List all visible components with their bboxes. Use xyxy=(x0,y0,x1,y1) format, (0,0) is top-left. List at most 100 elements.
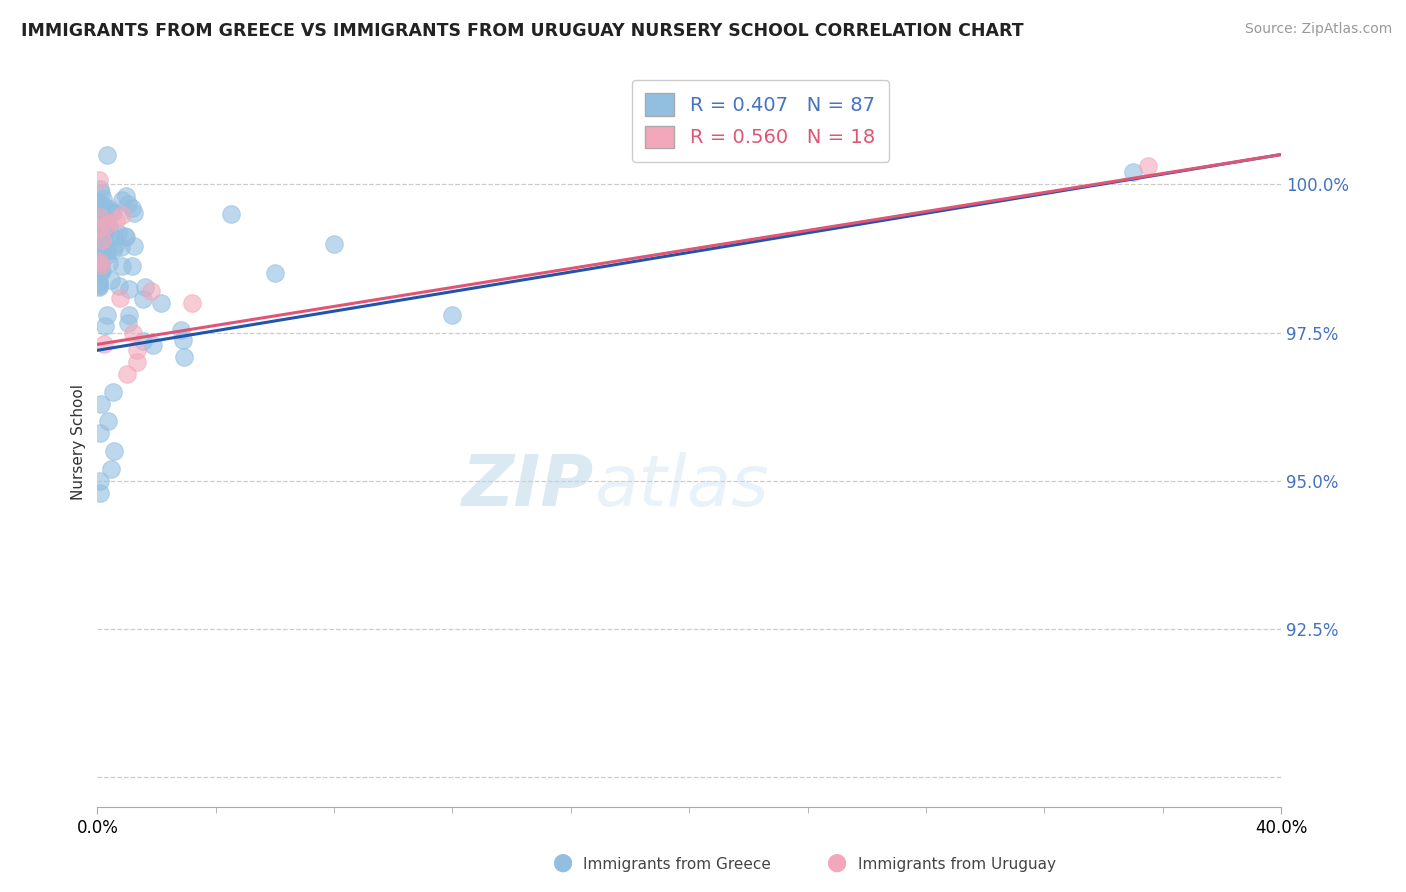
Point xyxy=(89,222,111,236)
Point xyxy=(121,201,143,215)
Point xyxy=(97,415,120,429)
Point xyxy=(91,192,114,206)
Point xyxy=(89,209,111,223)
Point xyxy=(87,260,110,275)
Point xyxy=(122,206,145,220)
Point xyxy=(89,485,111,500)
Point xyxy=(94,219,117,234)
Point xyxy=(89,194,111,209)
Point xyxy=(107,226,129,240)
Point xyxy=(100,205,122,219)
Text: IMMIGRANTS FROM GREECE VS IMMIGRANTS FROM URUGUAY NURSERY SCHOOL CORRELATION CHA: IMMIGRANTS FROM GREECE VS IMMIGRANTS FRO… xyxy=(21,22,1024,40)
Point xyxy=(87,214,110,228)
Point xyxy=(93,206,115,220)
Point xyxy=(98,202,121,216)
Point xyxy=(87,202,110,216)
Point xyxy=(89,233,111,247)
Point xyxy=(89,210,111,224)
Point xyxy=(87,173,110,187)
Text: Immigrants from Uruguay: Immigrants from Uruguay xyxy=(858,857,1056,872)
Point xyxy=(139,284,162,298)
Point xyxy=(93,229,115,244)
Point xyxy=(110,291,132,305)
Point xyxy=(87,221,110,235)
Point xyxy=(115,189,138,203)
Point xyxy=(127,343,149,358)
Point xyxy=(90,186,112,200)
Point xyxy=(115,230,138,244)
Point xyxy=(132,334,155,348)
Point xyxy=(93,337,115,351)
Point xyxy=(264,266,287,280)
Point xyxy=(96,211,118,226)
Point xyxy=(101,243,124,257)
Legend: R = 0.407   N = 87, R = 0.560   N = 18: R = 0.407 N = 87, R = 0.560 N = 18 xyxy=(631,80,889,161)
Point xyxy=(93,244,115,259)
Point xyxy=(91,233,114,247)
Point xyxy=(125,355,148,369)
Point xyxy=(101,384,124,399)
Point xyxy=(108,279,131,293)
Point xyxy=(121,260,143,274)
Point xyxy=(94,225,117,239)
Point xyxy=(90,264,112,278)
Point xyxy=(441,308,464,322)
Point xyxy=(91,263,114,277)
Point xyxy=(96,308,118,322)
Point xyxy=(219,207,242,221)
Point xyxy=(149,296,172,310)
Point xyxy=(173,351,195,365)
Point xyxy=(90,258,112,272)
Point xyxy=(96,244,118,258)
Point xyxy=(132,292,155,306)
Point xyxy=(103,444,125,458)
Text: Immigrants from Greece: Immigrants from Greece xyxy=(583,857,772,872)
Point xyxy=(103,204,125,219)
Point xyxy=(93,319,115,334)
Point xyxy=(90,260,112,274)
Point xyxy=(94,244,117,258)
Point xyxy=(323,236,346,251)
Point xyxy=(104,213,127,227)
Point xyxy=(111,208,134,222)
Point xyxy=(87,275,110,289)
Point xyxy=(104,237,127,252)
Point xyxy=(134,279,156,293)
Point xyxy=(117,196,139,211)
Point xyxy=(96,203,118,218)
Point xyxy=(87,268,110,282)
Point xyxy=(103,230,125,244)
Point xyxy=(87,279,110,293)
Point xyxy=(89,280,111,294)
Point xyxy=(1122,165,1144,179)
Point xyxy=(118,308,141,322)
Point xyxy=(181,296,204,310)
Point xyxy=(90,233,112,247)
Point xyxy=(87,254,110,268)
Point xyxy=(172,333,194,347)
Point xyxy=(90,248,112,262)
Point xyxy=(170,323,193,337)
Point xyxy=(115,367,138,381)
Point xyxy=(117,282,139,296)
Point xyxy=(114,229,136,244)
Point xyxy=(97,220,120,235)
Point xyxy=(89,182,111,196)
Text: Source: ZipAtlas.com: Source: ZipAtlas.com xyxy=(1244,22,1392,37)
Point xyxy=(96,147,118,161)
Point xyxy=(121,326,143,340)
Point xyxy=(100,273,122,287)
Point xyxy=(89,474,111,488)
Point xyxy=(93,199,115,213)
Point xyxy=(87,221,110,235)
Point xyxy=(94,241,117,255)
Point xyxy=(90,397,112,411)
Text: atlas: atlas xyxy=(595,451,769,521)
Point xyxy=(90,236,112,251)
Point xyxy=(89,426,111,441)
Point xyxy=(111,259,134,273)
Point xyxy=(1136,160,1159,174)
Point xyxy=(100,462,122,476)
Point xyxy=(87,260,110,274)
Point xyxy=(142,337,165,351)
